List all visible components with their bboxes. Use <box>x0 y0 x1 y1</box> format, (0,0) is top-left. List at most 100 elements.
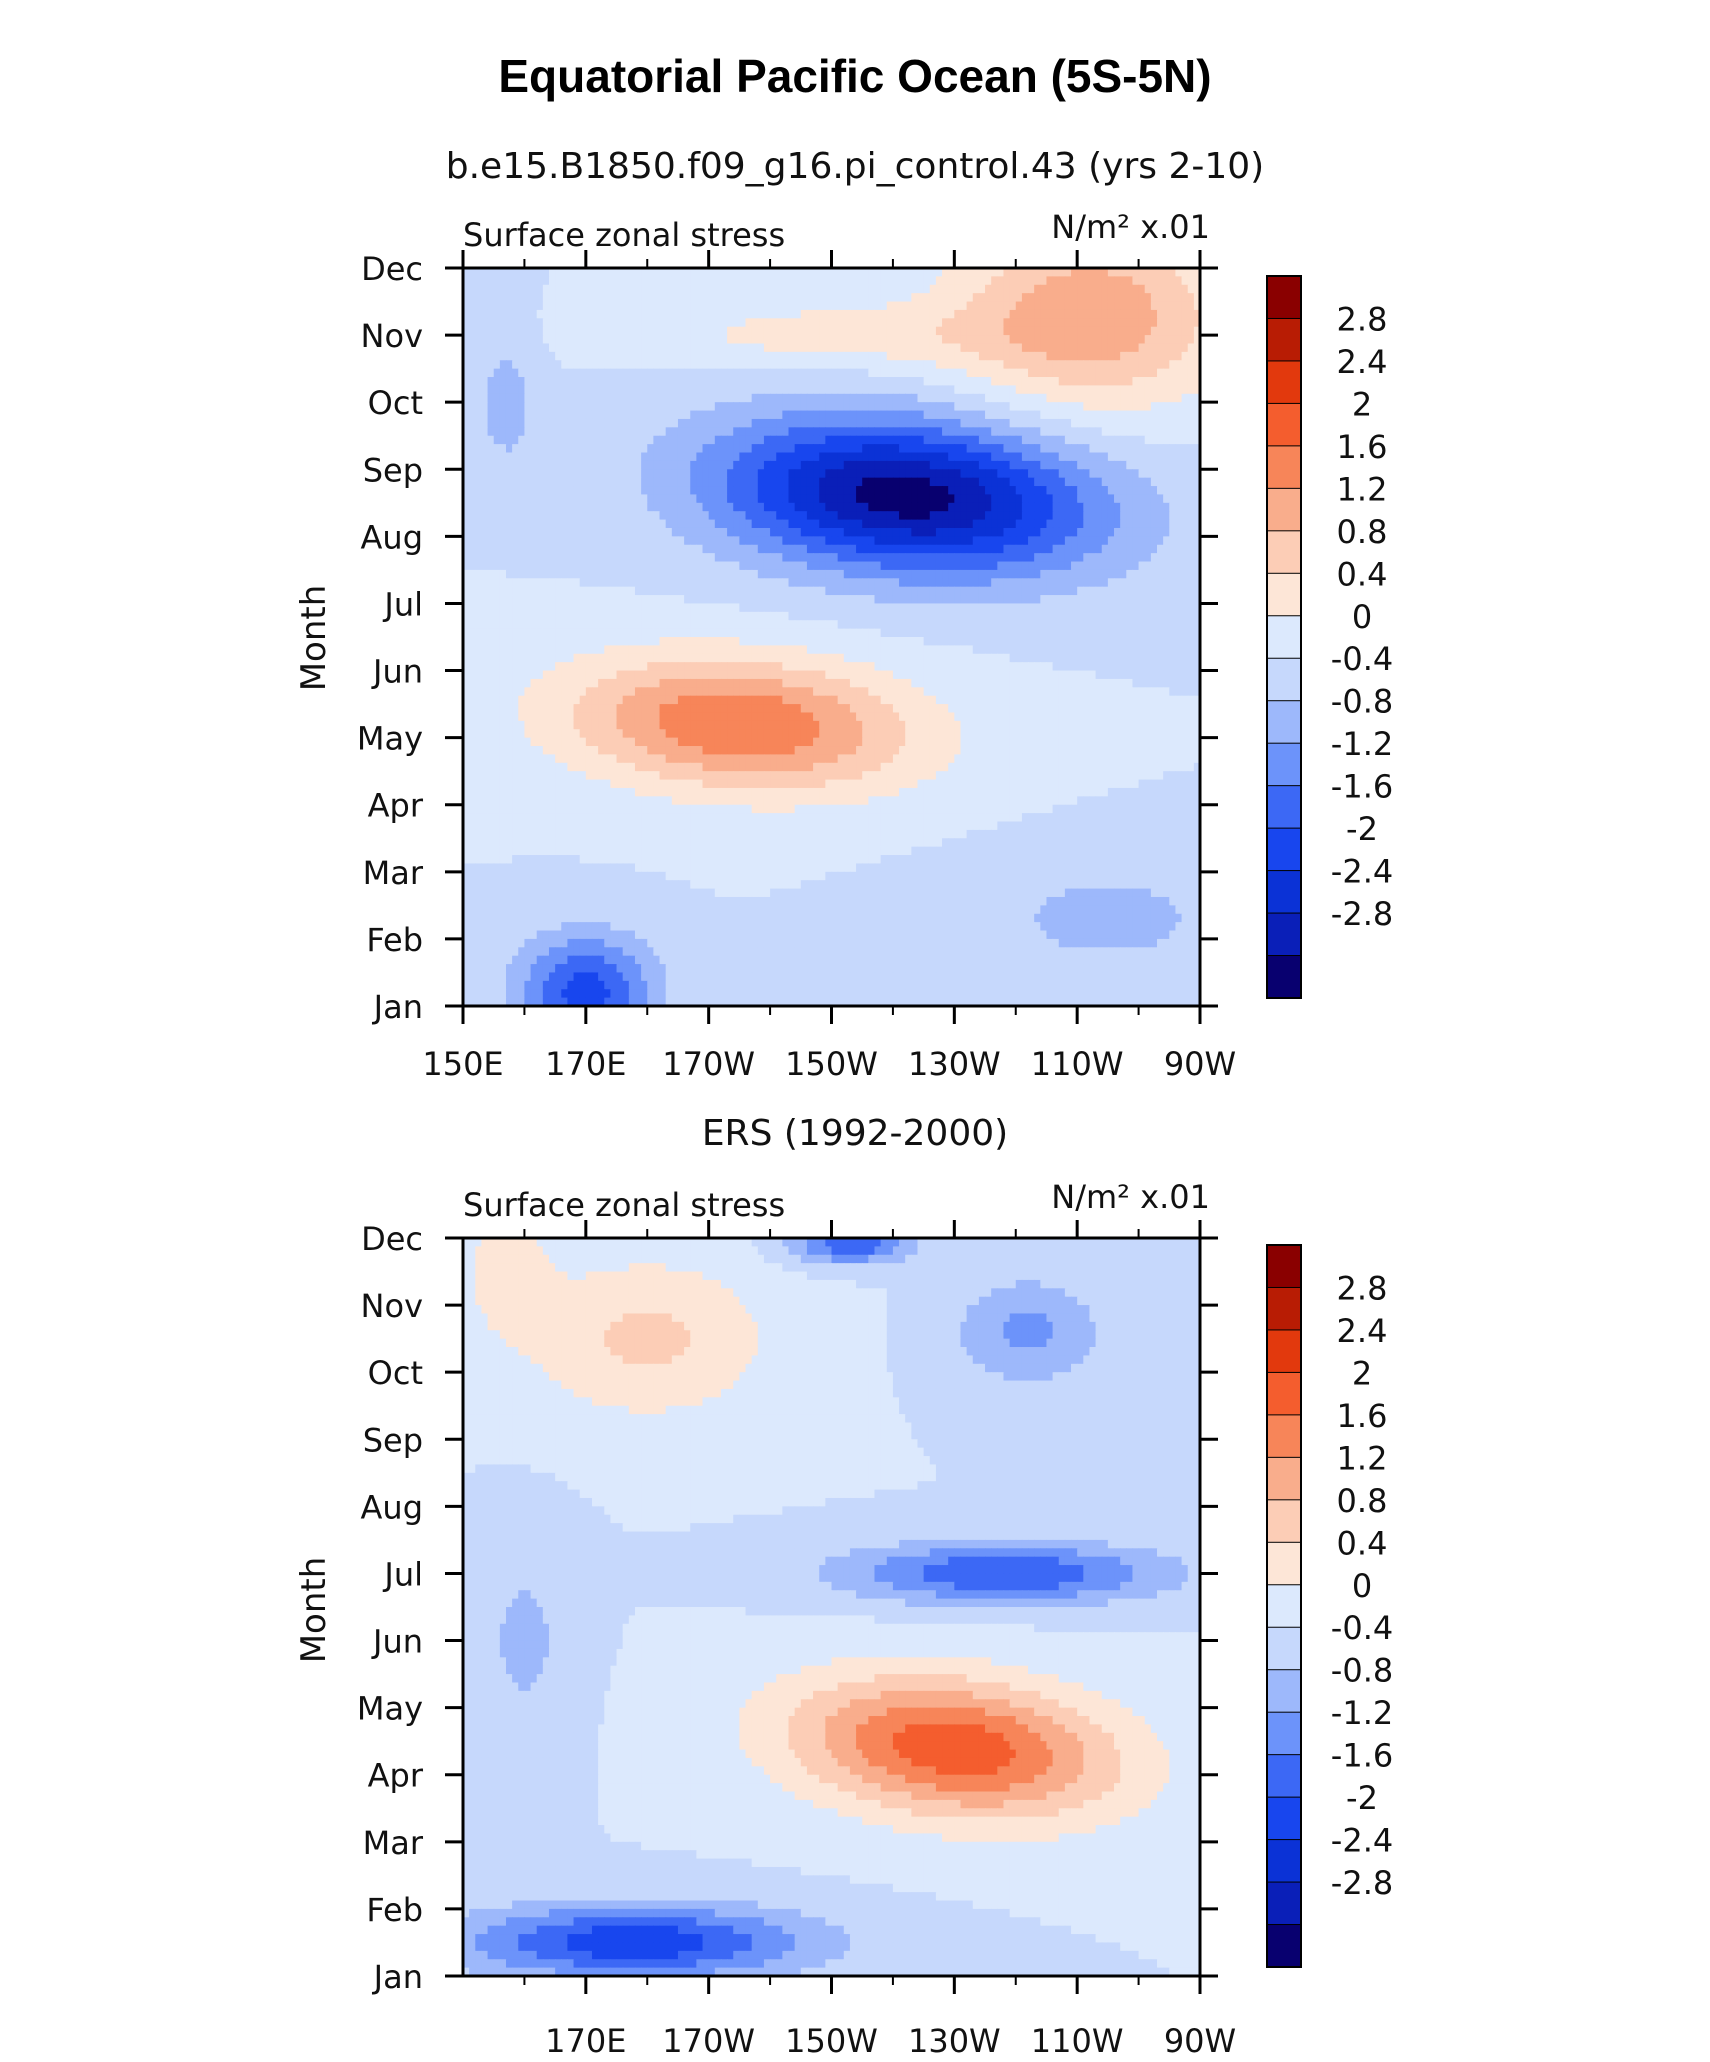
field-cell <box>893 293 900 302</box>
field-cell <box>488 335 495 344</box>
panel-title: b.e15.B1850.f09_g16.pi_control.43 (yrs 2… <box>446 146 1264 187</box>
field-cell <box>500 310 507 319</box>
field-cell <box>715 385 722 394</box>
field-cell <box>991 293 998 302</box>
field-cell <box>850 327 857 336</box>
field-cell <box>1016 385 1023 394</box>
field-cell <box>641 419 648 428</box>
field-cell <box>856 285 863 294</box>
field-cell <box>635 327 642 336</box>
field-cell <box>807 335 814 344</box>
field-cell <box>617 343 624 352</box>
field-cell <box>1077 310 1084 319</box>
field-cell <box>666 310 673 319</box>
field-cell <box>506 436 513 445</box>
field-cell <box>967 276 974 285</box>
field-cell <box>531 343 538 352</box>
field-cell <box>592 360 599 369</box>
field-cell <box>1022 427 1029 436</box>
field-cell <box>746 327 753 336</box>
field-cell <box>647 302 654 311</box>
field-cell <box>948 419 955 428</box>
field-cell <box>1126 302 1133 311</box>
field-cell <box>666 285 673 294</box>
field-cell <box>862 377 869 386</box>
field-cell <box>1065 436 1072 445</box>
field-cell <box>574 285 581 294</box>
field-cell <box>782 411 789 420</box>
field-cell <box>764 293 771 302</box>
field-cell <box>985 402 992 411</box>
field-cell <box>610 318 617 327</box>
field-cell <box>481 394 488 403</box>
field-cell <box>1188 327 1195 336</box>
field-cell <box>537 285 544 294</box>
field-cell <box>1053 402 1060 411</box>
field-cell <box>690 402 697 411</box>
field-cell <box>819 285 826 294</box>
field-cell <box>1120 293 1127 302</box>
field-cell <box>905 385 912 394</box>
field-cell <box>1132 360 1139 369</box>
field-cell <box>776 411 783 420</box>
field-cell <box>1120 318 1127 327</box>
field-cell <box>973 343 980 352</box>
field-cell <box>1059 419 1066 428</box>
field-cell <box>561 352 568 361</box>
field-cell <box>1028 285 1035 294</box>
field-cell <box>1016 394 1023 403</box>
field-cell <box>930 385 937 394</box>
field-cell <box>832 427 839 436</box>
field-cell <box>1096 411 1103 420</box>
field-cell <box>985 369 992 378</box>
field-cell <box>997 302 1004 311</box>
field-cell <box>1182 310 1189 319</box>
field-cell <box>997 352 1004 361</box>
field-cell <box>795 436 802 445</box>
field-cell <box>1089 318 1096 327</box>
field-cell <box>985 394 992 403</box>
field-cell <box>1053 293 1060 302</box>
field-cell <box>1132 318 1139 327</box>
field-cell <box>488 369 495 378</box>
field-cell <box>549 335 556 344</box>
field-cell <box>524 385 531 394</box>
field-cell <box>469 385 476 394</box>
field-cell <box>1108 310 1115 319</box>
field-cell <box>1163 402 1170 411</box>
field-cell <box>856 318 863 327</box>
field-cell <box>1028 318 1035 327</box>
field-cell <box>881 310 888 319</box>
field-cell <box>1065 411 1072 420</box>
field-cell <box>1175 411 1182 420</box>
field-cell <box>905 335 912 344</box>
field-cell <box>721 343 728 352</box>
field-cell <box>580 318 587 327</box>
field-cell <box>1071 318 1078 327</box>
field-cell <box>874 352 881 361</box>
field-cell <box>727 276 734 285</box>
field-cell <box>475 343 482 352</box>
field-cell <box>887 369 894 378</box>
field-cell <box>623 419 630 428</box>
field-cell <box>985 427 992 436</box>
field-cell <box>543 302 550 311</box>
field-cell <box>832 318 839 327</box>
field-cell <box>782 276 789 285</box>
field-cell <box>1034 335 1041 344</box>
field-cell <box>555 327 562 336</box>
field-cell <box>481 285 488 294</box>
field-cell <box>1102 293 1109 302</box>
field-cell <box>727 327 734 336</box>
field-cell <box>1157 335 1164 344</box>
field-cell <box>1065 318 1072 327</box>
field-cell <box>733 394 740 403</box>
field-cell <box>598 352 605 361</box>
field-cell <box>703 385 710 394</box>
field-cell <box>531 419 538 428</box>
field-cell <box>715 327 722 336</box>
field-cell <box>555 369 562 378</box>
field-cell <box>1175 352 1182 361</box>
field-cell <box>739 436 746 445</box>
field-cell <box>862 411 869 420</box>
